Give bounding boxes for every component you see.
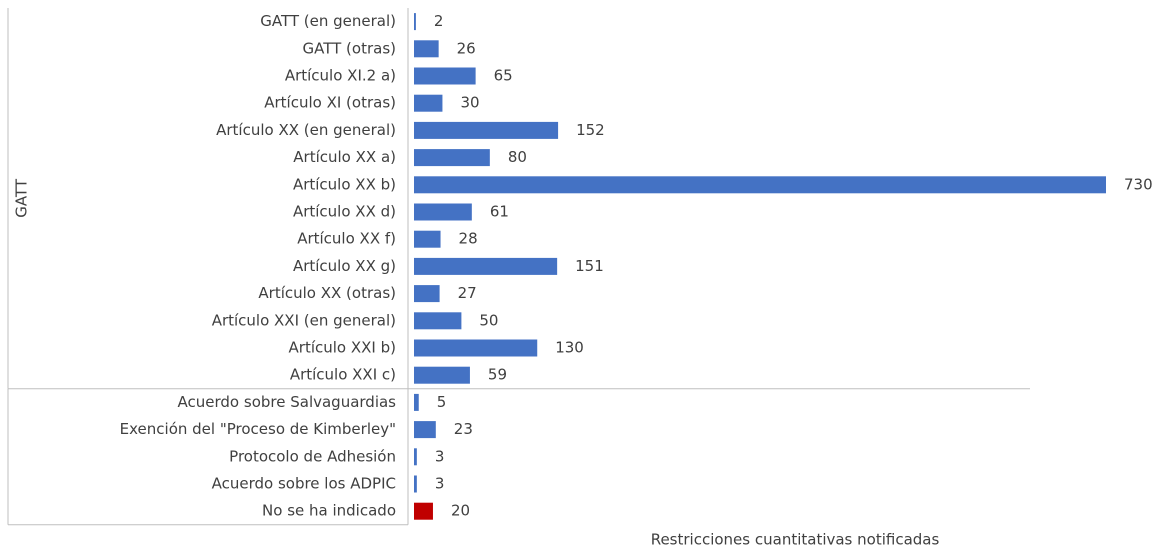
bar — [414, 475, 417, 493]
bar — [414, 230, 441, 248]
bar — [414, 421, 436, 439]
bar — [414, 366, 470, 384]
category-label: Artículo XI.2 a) — [285, 67, 396, 85]
value-label: 20 — [451, 502, 470, 520]
bar — [414, 339, 538, 357]
category-label: Acuerdo sobre los ADPIC — [212, 475, 396, 493]
category-label: No se ha indicado — [262, 502, 396, 520]
category-label: Artículo XX b) — [293, 175, 396, 193]
value-label: 151 — [575, 257, 604, 275]
bar — [414, 94, 443, 112]
value-label: 27 — [458, 284, 477, 302]
value-label: 3 — [435, 447, 445, 465]
value-label: 730 — [1124, 175, 1153, 193]
value-label: 130 — [555, 339, 584, 357]
x-axis-title: Restricciones cuantitativas notificadas — [651, 531, 940, 549]
bar — [414, 149, 490, 167]
value-label: 80 — [508, 148, 527, 166]
category-label: Artículo XX (otras) — [258, 284, 396, 302]
value-label: 59 — [488, 366, 507, 384]
value-label: 30 — [460, 94, 479, 112]
value-label: 65 — [494, 67, 513, 85]
category-label: Artículo XXI (en general) — [212, 311, 396, 329]
value-label: 61 — [490, 203, 509, 221]
category-label: Artículo XI (otras) — [264, 94, 396, 112]
bar — [414, 121, 559, 139]
value-label: 28 — [459, 230, 478, 248]
value-label: 152 — [576, 121, 605, 139]
category-label: Artículo XX (en general) — [216, 121, 396, 139]
category-label: Artículo XXI c) — [290, 366, 396, 384]
category-label: GATT (en general) — [260, 12, 396, 30]
category-label: Protocolo de Adhesión — [229, 447, 396, 465]
bar — [414, 13, 416, 31]
value-label: 26 — [457, 39, 476, 57]
category-label: Artículo XX g) — [293, 257, 396, 275]
category-label: Artículo XX f) — [297, 230, 396, 248]
bar — [414, 203, 472, 221]
value-label: 5 — [437, 393, 447, 411]
group-label: GATT — [13, 178, 31, 218]
value-label: 50 — [479, 311, 498, 329]
bar — [414, 176, 1106, 194]
value-label: 3 — [435, 475, 445, 493]
category-label: Artículo XX d) — [293, 203, 396, 221]
category-label: GATT (otras) — [303, 39, 397, 57]
category-label: Acuerdo sobre Salvaguardias — [178, 393, 397, 411]
bar — [414, 312, 462, 330]
value-label: 23 — [454, 420, 473, 438]
category-label: Artículo XXI b) — [289, 339, 396, 357]
bar — [414, 393, 419, 411]
bar — [414, 67, 476, 85]
category-label: Artículo XX a) — [293, 148, 396, 166]
value-label: 2 — [434, 12, 444, 30]
bar — [414, 285, 440, 303]
bar — [414, 502, 433, 520]
bar — [414, 448, 417, 466]
bar — [414, 40, 439, 58]
bar — [414, 257, 558, 275]
category-label: Exención del "Proceso de Kimberley" — [120, 420, 396, 438]
